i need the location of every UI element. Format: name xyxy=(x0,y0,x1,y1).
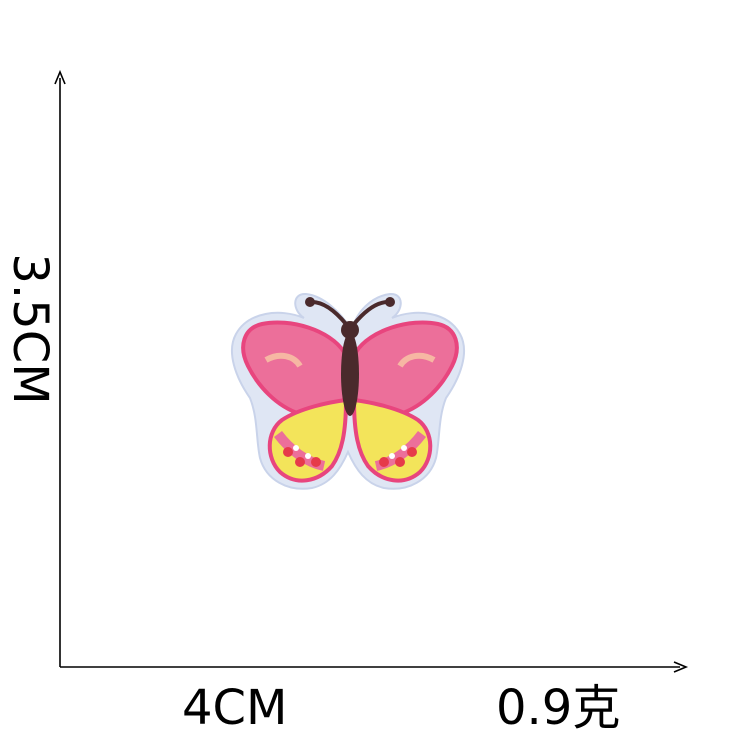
left-wing-band xyxy=(264,352,303,368)
vertical-axis-arrow-icon xyxy=(54,69,66,85)
horizontal-axis-arrow-icon xyxy=(673,661,689,673)
right-lower-wing xyxy=(351,397,433,483)
horizontal-axis xyxy=(60,661,689,673)
weight-label: 0.9克 xyxy=(496,680,621,736)
width-label: 4CM xyxy=(182,680,288,736)
height-label: 3.5CM xyxy=(2,253,58,405)
white-spots xyxy=(293,445,407,459)
left-antenna xyxy=(311,300,348,326)
butterfly-head xyxy=(341,321,359,339)
butterfly-patch-icon xyxy=(231,292,465,490)
left-lower-wing xyxy=(267,397,349,483)
right-antenna-tip xyxy=(385,297,395,307)
right-wing-band xyxy=(397,352,436,368)
left-antenna-tip xyxy=(305,297,315,307)
butterfly-body xyxy=(341,332,359,416)
vertical-axis xyxy=(54,69,66,667)
right-antenna xyxy=(352,300,389,326)
red-spots xyxy=(283,447,417,467)
